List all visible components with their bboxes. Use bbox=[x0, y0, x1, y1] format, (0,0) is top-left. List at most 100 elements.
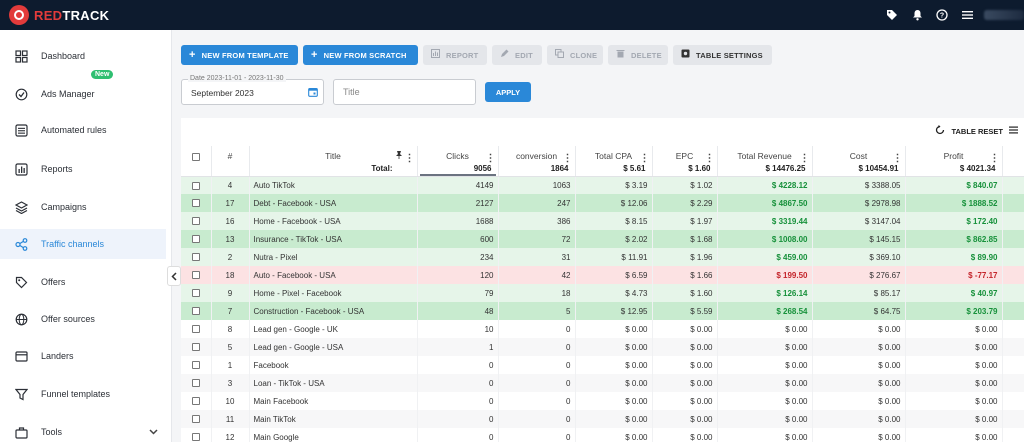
sidebar-item-campaigns[interactable]: Campaigns bbox=[0, 192, 166, 222]
tools-icon bbox=[14, 425, 28, 439]
column-header-total-revenue[interactable]: Total Revenue ⋮ $ 14476.25 bbox=[717, 146, 813, 177]
table-row[interactable]: 10 Main Facebook 0 0 $ 0.00 $ 0.00 $ 0.00 $ 0.0… bbox=[181, 392, 1024, 410]
table-reset-button[interactable]: TABLE RESET bbox=[935, 125, 1018, 138]
column-header-clicks[interactable]: Clicks ⋮ 9056 bbox=[417, 146, 499, 177]
column-header-total-cpa[interactable]: Total CPA ⋮ $ 5.61 bbox=[575, 146, 653, 177]
new-from-template-button[interactable]: + NEW FROM TEMPLATE bbox=[181, 45, 298, 65]
table-row[interactable]: 12 Main Google 0 0 $ 0.00 $ 0.00 $ 0.00 $ 0.00 $… bbox=[181, 428, 1024, 442]
row-checkbox[interactable] bbox=[191, 181, 200, 190]
row-checkbox[interactable] bbox=[191, 307, 200, 316]
edit-button[interactable]: EDIT bbox=[492, 45, 542, 65]
brand-logo[interactable]: REDTRACK bbox=[9, 5, 109, 25]
user-account-avatar[interactable] bbox=[984, 10, 1024, 20]
column-menu-icon[interactable]: ⋮ bbox=[562, 153, 573, 164]
row-checkbox[interactable] bbox=[191, 199, 200, 208]
row-checkbox[interactable] bbox=[191, 397, 200, 406]
row-id: 9 bbox=[211, 284, 250, 302]
row-clicks: 234 bbox=[417, 248, 499, 266]
row-select-cell bbox=[181, 410, 212, 428]
table-row[interactable]: 13 Insurance - TikTok - USA 600 72 $ 2.02 $ 1… bbox=[181, 230, 1024, 248]
apply-button[interactable]: APPLY bbox=[485, 82, 531, 102]
sidebar-item-ads-manager[interactable]: Ads Manager New bbox=[0, 70, 166, 109]
delete-button[interactable]: DELETE bbox=[608, 45, 668, 65]
row-checkbox[interactable] bbox=[191, 271, 200, 280]
row-extra-cell bbox=[1002, 428, 1024, 442]
table-row[interactable]: 7 Construction - Facebook - USA 48 5 $ 12.95… bbox=[181, 302, 1024, 320]
row-checkbox[interactable] bbox=[191, 433, 200, 442]
clone-button[interactable]: CLONE bbox=[547, 45, 603, 65]
row-cpa: $ 12.95 bbox=[575, 302, 653, 320]
table-row[interactable]: 8 Lead gen - Google - UK 10 0 $ 0.00 $ 0.00 $ … bbox=[181, 320, 1024, 338]
row-id: 8 bbox=[211, 320, 250, 338]
row-title: Home - Pixel - Facebook bbox=[249, 284, 418, 302]
sidebar-item-traffic-channels[interactable]: Traffic channels bbox=[0, 229, 166, 259]
column-header-epc[interactable]: EPC ⋮ $ 1.60 bbox=[652, 146, 718, 177]
column-menu-icon[interactable]: ⋮ bbox=[989, 153, 1000, 164]
title-search-input[interactable] bbox=[334, 80, 475, 104]
sidebar-item-tools[interactable]: Tools bbox=[0, 417, 166, 442]
column-menu-icon[interactable]: ⋮ bbox=[485, 153, 496, 164]
offer-sources-icon bbox=[14, 312, 28, 326]
column-menu-icon[interactable]: ⋮ bbox=[892, 153, 903, 164]
table-row[interactable]: 16 Home - Facebook - USA 1688 386 $ 8.15 $ 1.… bbox=[181, 212, 1024, 230]
column-menu-icon[interactable]: ⋮ bbox=[404, 153, 415, 164]
calendar-icon[interactable] bbox=[308, 87, 318, 100]
sidebar-item-offers[interactable]: Offers bbox=[0, 267, 166, 297]
sidebar-item-label: Funnel templates bbox=[41, 389, 111, 399]
column-header-title[interactable]: Title ⋮ Total: bbox=[249, 146, 418, 177]
table-row[interactable]: 2 Nutra - Pixel 234 31 $ 11.91 $ 1.96 $ 459.00… bbox=[181, 248, 1024, 266]
column-menu-icon[interactable]: ⋮ bbox=[704, 153, 715, 164]
row-conversion: 18 bbox=[498, 284, 576, 302]
columns-menu-icon[interactable] bbox=[1009, 126, 1018, 137]
row-revenue: $ 0.00 bbox=[717, 356, 813, 374]
row-checkbox[interactable] bbox=[191, 361, 200, 370]
table-row[interactable]: 9 Home - Pixel - Facebook 79 18 $ 4.73 $ 1.60… bbox=[181, 284, 1024, 302]
new-from-scratch-button[interactable]: + NEW FROM SCRATCH bbox=[303, 45, 418, 65]
row-checkbox[interactable] bbox=[191, 343, 200, 352]
table-row[interactable]: 11 Main TikTok 0 0 $ 0.00 $ 0.00 $ 0.00 $ 0.00 $… bbox=[181, 410, 1024, 428]
date-range-picker[interactable]: Date 2023-11-01 - 2023-11-30 September 2… bbox=[181, 75, 324, 105]
row-checkbox[interactable] bbox=[191, 415, 200, 424]
pin-icon[interactable] bbox=[395, 151, 403, 161]
column-menu-icon[interactable]: ⋮ bbox=[639, 153, 650, 164]
row-checkbox[interactable] bbox=[191, 235, 200, 244]
select-all-checkbox[interactable] bbox=[185, 151, 207, 161]
sidebar-item-offer-sources[interactable]: Offer sources bbox=[0, 304, 166, 334]
sidebar-item-automated-rules[interactable]: Automated rules bbox=[0, 115, 166, 145]
table-row[interactable]: 5 Lead gen - Google - USA 1 0 $ 0.00 $ 0.00 $ … bbox=[181, 338, 1024, 356]
sidebar-item-reports[interactable]: Reports bbox=[0, 154, 166, 184]
collapse-sidebar-button[interactable] bbox=[167, 266, 181, 286]
chevron-down-icon[interactable] bbox=[149, 427, 158, 437]
column-header-cost[interactable]: Cost ⋮ $ 10454.91 bbox=[812, 146, 906, 177]
row-id: 10 bbox=[211, 392, 250, 410]
sidebar-item-dashboard[interactable]: Dashboard bbox=[0, 41, 166, 71]
sidebar-item-landers[interactable]: Landers bbox=[0, 341, 166, 371]
table-row[interactable]: 4 Auto TikTok 4149 1063 $ 3.19 $ 1.02 $ 4228.1… bbox=[181, 176, 1024, 194]
help-icon[interactable]: ? bbox=[934, 7, 950, 23]
row-checkbox[interactable] bbox=[191, 289, 200, 298]
total-label: Total: bbox=[371, 163, 393, 173]
row-id: 11 bbox=[211, 410, 250, 428]
table-settings-button[interactable]: TABLE SETTINGS bbox=[673, 45, 772, 65]
row-checkbox[interactable] bbox=[191, 379, 200, 388]
sidebar-item-funnel-templates[interactable]: Funnel templates bbox=[0, 379, 166, 409]
row-checkbox[interactable] bbox=[191, 253, 200, 262]
row-extra-cell bbox=[1002, 410, 1024, 428]
tag-icon[interactable] bbox=[884, 7, 900, 23]
report-button[interactable]: REPORT bbox=[423, 45, 487, 65]
row-checkbox[interactable] bbox=[191, 325, 200, 334]
row-select-cell bbox=[181, 176, 212, 194]
table-row[interactable]: 1 Facebook 0 0 $ 0.00 $ 0.00 $ 0.00 $ 0.00 $ 0.0… bbox=[181, 356, 1024, 374]
column-menu-icon[interactable]: ⋮ bbox=[799, 153, 810, 164]
row-cpa: $ 4.73 bbox=[575, 284, 653, 302]
column-header-conversion[interactable]: conversion ⋮ 1864 bbox=[498, 146, 576, 177]
row-checkbox[interactable] bbox=[191, 217, 200, 226]
title-search-field[interactable] bbox=[333, 79, 476, 105]
table-row[interactable]: 3 Loan - TikTok - USA 0 0 $ 0.00 $ 0.00 $ 0.00… bbox=[181, 374, 1024, 392]
table-row[interactable]: 18 Auto - Facebook - USA 120 42 $ 6.59 $ 1.66… bbox=[181, 266, 1024, 284]
column-header-number[interactable]: # bbox=[211, 146, 250, 177]
table-row[interactable]: 17 Debt - Facebook - USA 2127 247 $ 12.06 $ 2… bbox=[181, 194, 1024, 212]
menu-icon[interactable] bbox=[959, 7, 975, 23]
bell-icon[interactable] bbox=[909, 7, 925, 23]
column-header-profit[interactable]: Profit ⋮ $ 4021.34 bbox=[905, 146, 1003, 177]
